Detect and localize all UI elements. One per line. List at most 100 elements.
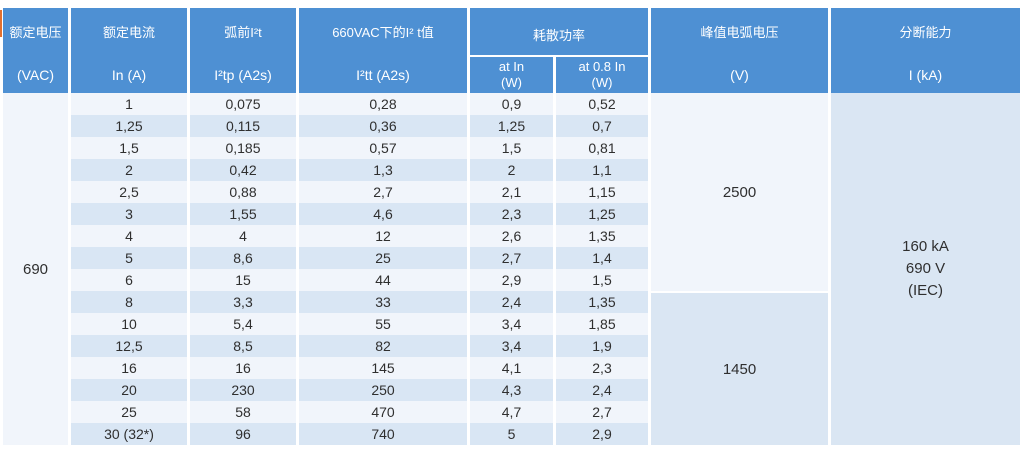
- header-prearc-i2t: 弧前I²t I²tp (A2s): [190, 8, 296, 93]
- table-cell: 1,15: [556, 181, 648, 203]
- table-cell: 2,1: [470, 181, 553, 203]
- table-cell: 2,9: [470, 269, 553, 291]
- header-line: I²tt (A2s): [356, 67, 410, 83]
- table-cell: 2,7: [299, 181, 467, 203]
- table-cell: 1,85: [556, 313, 648, 335]
- header-line: 峰值电弧电压: [700, 25, 779, 40]
- table-cell: 145: [299, 357, 467, 379]
- table-cell: 12: [299, 225, 467, 247]
- table-cell: 8: [71, 291, 187, 313]
- table-cell: 2,6: [470, 225, 553, 247]
- table-cell: 33: [299, 291, 467, 313]
- table-cell: 1,5: [71, 137, 187, 159]
- table-cell: 0,81: [556, 137, 648, 159]
- header-breaking-capacity: 分断能力 I (kA): [831, 8, 1020, 93]
- table-cell: 58: [190, 401, 296, 423]
- table-cell: 2: [71, 159, 187, 181]
- table-cell: 96: [190, 423, 296, 445]
- table-cell: 0,36: [299, 115, 467, 137]
- table-cell: 30 (32*): [71, 423, 187, 445]
- header-line: 660VAC下的I² t值: [332, 25, 434, 40]
- power-dissipation-subheaders: at In (W) at 0.8 In (W): [470, 57, 648, 93]
- header-line: 分断能力: [899, 25, 952, 40]
- table-cell: 1: [71, 93, 187, 115]
- table-cell: 4: [190, 225, 296, 247]
- breaking-capacity-line: (IEC): [908, 282, 943, 299]
- table-cell: 0,075: [190, 93, 296, 115]
- table-cell: 1,9: [556, 335, 648, 357]
- table-cell: 1,1: [556, 159, 648, 181]
- header-line: 额定电流: [102, 25, 155, 40]
- header-line: at In: [498, 58, 525, 74]
- header-line: In (A): [111, 67, 147, 83]
- cell-peak-arc-voltage-group2: 1450: [651, 291, 828, 445]
- cell-peak-arc-voltage-group1: 2500: [651, 93, 828, 291]
- table-cell: 2,9: [556, 423, 648, 445]
- header-line: at 0.8 In: [578, 58, 626, 74]
- table-cell: 1,35: [556, 225, 648, 247]
- table-cell: 4: [71, 225, 187, 247]
- table-cell: 2,3: [556, 357, 648, 379]
- table-cell: 25: [299, 247, 467, 269]
- table-cell: 2,4: [470, 291, 553, 313]
- table-cell: 6: [71, 269, 187, 291]
- table-cell: 0,185: [190, 137, 296, 159]
- table-cell: 16: [71, 357, 187, 379]
- table-cell: 470: [299, 401, 467, 423]
- table-cell: 82: [299, 335, 467, 357]
- header-at-in: at In (W): [470, 57, 553, 93]
- table-cell: 5,4: [190, 313, 296, 335]
- table-cell: 0,42: [190, 159, 296, 181]
- table-cell: 8,6: [190, 247, 296, 269]
- table-cell: 55: [299, 313, 467, 335]
- table-cell: 16: [190, 357, 296, 379]
- table-cell: 1,4: [556, 247, 648, 269]
- table-cell: 0,88: [190, 181, 296, 203]
- table-cell: 2,3: [470, 203, 553, 225]
- table-cell: 2: [470, 159, 553, 181]
- header-at-08-in: at 0.8 In (W): [556, 57, 648, 93]
- header-line: (V): [730, 67, 749, 83]
- table-cell: 1,5: [470, 137, 553, 159]
- table-cell: 2,7: [470, 247, 553, 269]
- table-cell: 1,25: [556, 203, 648, 225]
- table-cell: 3: [71, 203, 187, 225]
- header-line: I (kA): [908, 67, 943, 83]
- table-cell: 12,5: [71, 335, 187, 357]
- table-cell: 4,6: [299, 203, 467, 225]
- table-cell: 0,9: [470, 93, 553, 115]
- table-cell: 1,3: [299, 159, 467, 181]
- header-line: I²tp (A2s): [214, 67, 272, 83]
- header-i2t-660vac: 660VAC下的I² t值 I²tt (A2s): [299, 8, 467, 93]
- fuse-spec-table: 额定电压 (VAC) 额定电流 In (A) 弧前I²t I²tp (A2s) …: [3, 8, 1020, 445]
- breaking-capacity-line: 690 V: [905, 260, 946, 277]
- table-cell: 20: [71, 379, 187, 401]
- table-cell: 1,35: [556, 291, 648, 313]
- cell-breaking-capacity: 160 kA 690 V (IEC): [831, 93, 1020, 445]
- table-cell: 5: [71, 247, 187, 269]
- header-line: 弧前I²t: [224, 25, 262, 40]
- table-cell: 740: [299, 423, 467, 445]
- table-cell: 44: [299, 269, 467, 291]
- table-cell: 1,55: [190, 203, 296, 225]
- table-body: 690 2500 1450 160 kA 690 V (IEC) 1 0,075…: [3, 93, 1020, 445]
- table-cell: 10: [71, 313, 187, 335]
- header-line: (W): [501, 75, 522, 90]
- header-power-dissipation-group: 耗散功率 at In (W) at 0.8 In (W): [470, 8, 648, 93]
- table-cell: 4,1: [470, 357, 553, 379]
- table-cell: 1,25: [470, 115, 553, 137]
- table-cell: 230: [190, 379, 296, 401]
- header-rated-current: 额定电流 In (A): [71, 8, 187, 93]
- table-cell: 3,3: [190, 291, 296, 313]
- header-peak-arc-voltage: 峰值电弧电压 (V): [651, 8, 828, 93]
- table-cell: 2,7: [556, 401, 648, 423]
- table-cell: 1,5: [556, 269, 648, 291]
- table-cell: 25: [71, 401, 187, 423]
- header-line: (VAC): [16, 67, 55, 83]
- table-cell: 2,5: [71, 181, 187, 203]
- table-cell: 3,4: [470, 313, 553, 335]
- table-cell: 1,25: [71, 115, 187, 137]
- header-line: (W): [591, 75, 613, 90]
- header-power-dissipation: 耗散功率: [470, 8, 648, 55]
